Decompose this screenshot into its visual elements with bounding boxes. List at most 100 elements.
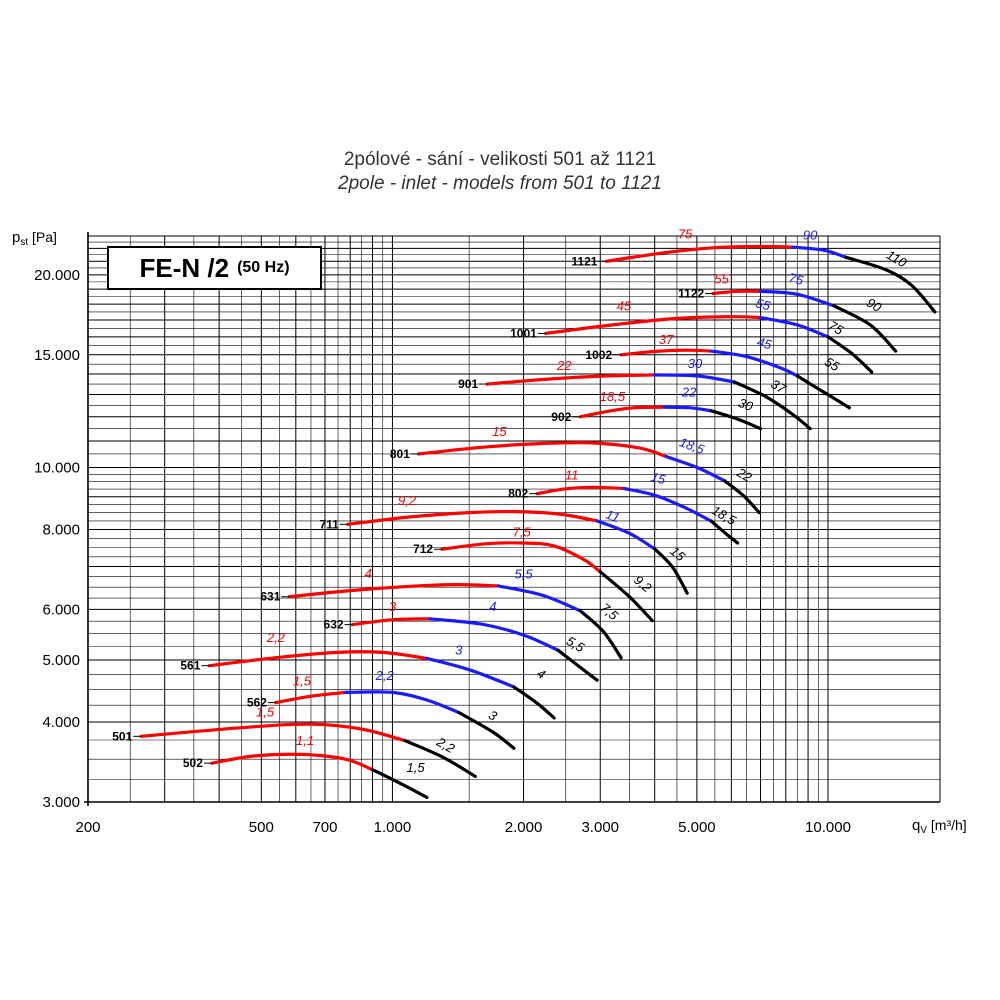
curve-802-red bbox=[535, 485, 626, 496]
y-tick-label: 5.000 bbox=[42, 652, 80, 669]
curve-1002-blue bbox=[709, 349, 799, 378]
curve-1121-black bbox=[844, 255, 937, 314]
power-label: 22 bbox=[733, 464, 755, 485]
axes: 200 500 700 1.000 2.000 3.000 5.000 10.000 3.000… bbox=[12, 229, 967, 836]
model-label-1122: 1122 bbox=[678, 287, 704, 301]
x-tick-label: 10.000 bbox=[805, 819, 851, 836]
curve-561-red bbox=[207, 650, 429, 668]
model-label-801: 801 bbox=[390, 447, 410, 461]
curve-901-blue bbox=[653, 373, 737, 384]
curve-631-red bbox=[287, 582, 500, 599]
curve-1122-black bbox=[832, 304, 898, 353]
model-label-901: 901 bbox=[458, 377, 478, 391]
model-label-802: 802 bbox=[508, 487, 528, 501]
model-label-632: 632 bbox=[324, 618, 344, 632]
model-label-902: 902 bbox=[551, 410, 571, 424]
curve-631-blue bbox=[496, 584, 582, 613]
curve-1121-blue bbox=[791, 245, 848, 259]
curve-631-black bbox=[578, 609, 623, 660]
curve-901-red bbox=[485, 373, 657, 386]
curve-712-red bbox=[440, 541, 602, 574]
curve-902-red bbox=[578, 405, 666, 419]
y-tick-label: 4.000 bbox=[42, 714, 80, 731]
curve-1001-red bbox=[544, 315, 763, 335]
curves bbox=[139, 244, 937, 799]
power-label: 110 bbox=[884, 247, 910, 271]
power-label: 45 bbox=[755, 334, 774, 352]
power-label: 1,1 bbox=[296, 733, 314, 748]
power-label: 90 bbox=[864, 295, 885, 316]
curve-711-blue bbox=[595, 519, 657, 551]
model-box-main: FE-N /2 bbox=[139, 252, 230, 283]
power-label: 5,5 bbox=[515, 567, 534, 582]
power-label: 15 bbox=[492, 424, 507, 439]
power-label: 1,5 bbox=[256, 705, 275, 720]
power-label: 9,2 bbox=[631, 572, 655, 596]
curve-1001-blue bbox=[758, 316, 830, 339]
chart-title: 2pólové - sání - velikosti 501 až 1121 bbox=[343, 149, 657, 170]
model-label-1002: 1002 bbox=[585, 348, 612, 362]
power-label: 1,5 bbox=[407, 760, 426, 775]
power-label: 11 bbox=[604, 507, 622, 526]
x-tick-label: 2.000 bbox=[505, 819, 543, 836]
x-tick-label: 700 bbox=[312, 819, 337, 836]
power-label: 3 bbox=[455, 643, 463, 658]
power-label: 3 bbox=[486, 707, 500, 724]
power-label: 15 bbox=[649, 469, 668, 487]
curve-712-black bbox=[598, 570, 654, 623]
power-label: 11 bbox=[565, 468, 579, 483]
curve-1122-blue bbox=[758, 289, 836, 308]
curve-1122-red bbox=[711, 289, 763, 296]
x-tick-label: 1.000 bbox=[374, 819, 412, 836]
power-label: 90 bbox=[803, 228, 818, 243]
curve-502-red bbox=[210, 752, 375, 772]
y-tick-label: 15.000 bbox=[34, 347, 80, 364]
curve-801-black bbox=[723, 479, 761, 515]
curve-801-blue bbox=[664, 454, 727, 483]
power-label: 75 bbox=[826, 318, 847, 339]
x-tick-label: 5.000 bbox=[678, 819, 716, 836]
curve-561-black bbox=[512, 685, 556, 720]
curve-711-black bbox=[653, 547, 689, 595]
model-label-711: 711 bbox=[319, 517, 339, 531]
power-label: 2,2 bbox=[266, 630, 286, 645]
power-label: 2,2 bbox=[375, 668, 395, 683]
x-axis-label: qV [m³/h] bbox=[912, 817, 967, 836]
curve-1002-black bbox=[795, 374, 851, 410]
power-label: 7,5 bbox=[598, 600, 622, 624]
power-label: 5,5 bbox=[564, 633, 588, 655]
model-label-712: 712 bbox=[413, 542, 433, 556]
power-label: 4 bbox=[534, 666, 548, 683]
curve-1001-black bbox=[826, 335, 874, 374]
power-label: 45 bbox=[617, 298, 632, 313]
curve-562-blue bbox=[343, 690, 461, 715]
curve-562-black bbox=[457, 710, 516, 750]
curve-502-black bbox=[370, 768, 429, 799]
power-label: 1,5 bbox=[293, 674, 312, 689]
curve-561-blue bbox=[425, 656, 516, 689]
model-box: FE-N /2 (50 Hz) bbox=[107, 246, 322, 290]
power-label: 55 bbox=[754, 295, 773, 313]
curve-632-black bbox=[556, 648, 599, 682]
curve-902-blue bbox=[662, 405, 713, 413]
power-label: 4 bbox=[365, 566, 372, 581]
y-tick-label: 3.000 bbox=[42, 794, 80, 811]
model-label-502: 502 bbox=[183, 756, 203, 770]
model-label-1121: 1121 bbox=[571, 254, 597, 268]
chart-titles: 2pólové - sání - velikosti 501 až 1121 2… bbox=[0, 148, 1000, 196]
curve-802-blue bbox=[622, 486, 713, 523]
power-label: 37 bbox=[659, 332, 674, 347]
y-tick-label: 20.000 bbox=[34, 267, 80, 284]
curve-501-red bbox=[139, 722, 407, 743]
curve-902-black bbox=[709, 409, 763, 431]
power-label: 75 bbox=[787, 270, 806, 288]
model-label-561: 561 bbox=[180, 659, 200, 673]
curve-901-black bbox=[732, 380, 812, 431]
power-label: 15 bbox=[667, 543, 688, 564]
model-label-501: 501 bbox=[112, 729, 132, 743]
chart-subtitle: 2pole - inlet - models from 501 to 1121 bbox=[338, 173, 662, 194]
power-label: 7,5 bbox=[513, 524, 532, 539]
curve-632-blue bbox=[428, 617, 560, 652]
